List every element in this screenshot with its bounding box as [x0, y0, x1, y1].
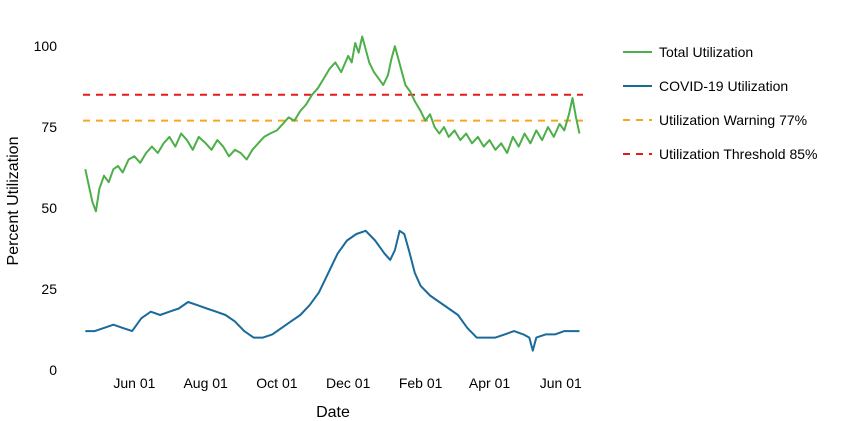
x-tick-label: Aug 01: [183, 375, 228, 391]
legend-label: Total Utilization: [659, 44, 753, 60]
plot-lines: [83, 35, 583, 352]
legend-item: Utilization Threshold 85%: [623, 146, 818, 162]
series-line-total-utilization: [84, 35, 581, 213]
legend-label: COVID-19 Utilization: [659, 78, 788, 94]
x-axis-ticks: Jun 01 Aug 01 Oct 01 Dec 01 Feb 01 Apr 01 Jun …: [113, 375, 582, 391]
legend-label: Utilization Threshold 85%: [659, 146, 818, 162]
y-axis-ticks: 0 25 50 75 100: [34, 38, 58, 378]
x-tick-label: Dec 01: [326, 375, 371, 391]
y-tick-label: 100: [34, 38, 58, 54]
x-tick-label: Jun 01: [540, 375, 582, 391]
y-tick-label: 50: [41, 200, 57, 216]
y-axis-title: Percent Utilization: [5, 137, 22, 266]
legend-item: COVID-19 Utilization: [623, 78, 788, 94]
legend-item: Total Utilization: [623, 44, 753, 60]
y-tick-label: 75: [41, 119, 57, 135]
x-tick-label: Apr 01: [469, 375, 510, 391]
x-tick-label: Feb 01: [399, 375, 443, 391]
x-tick-label: Oct 01: [256, 375, 297, 391]
y-tick-label: 0: [49, 362, 57, 378]
x-axis-title: Date: [316, 404, 350, 421]
legend-label: Utilization Warning 77%: [659, 112, 807, 128]
series-line-covid-utilization: [85, 229, 580, 352]
y-tick-label: 25: [41, 281, 57, 297]
x-tick-label: Jun 01: [113, 375, 155, 391]
legend: Total Utilization COVID-19 Utilization Uti…: [623, 44, 818, 162]
legend-item: Utilization Warning 77%: [623, 112, 807, 128]
